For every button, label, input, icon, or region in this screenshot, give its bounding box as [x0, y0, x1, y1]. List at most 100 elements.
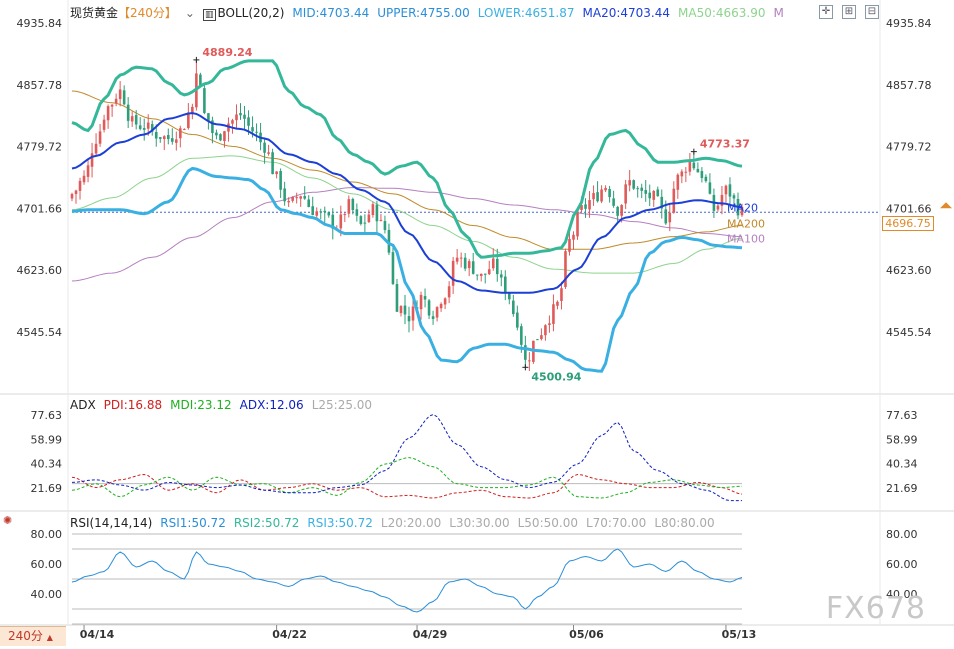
candle	[122, 85, 126, 106]
candle	[179, 125, 182, 148]
rsi-rsi2: RSI2:50.72	[233, 516, 300, 530]
candle	[455, 249, 459, 265]
candle	[134, 110, 138, 130]
candle	[680, 169, 684, 184]
period-label[interactable]: 【240分】	[118, 6, 177, 20]
candle	[94, 133, 98, 156]
zoom-in-icon[interactable]: ⊞	[842, 5, 856, 19]
rsi-l50: L50:50.00	[517, 516, 578, 530]
rsi-rsi3: RSI3:50.72	[307, 516, 373, 530]
rsi-y-tick-label: 60.00	[886, 558, 918, 571]
candle	[307, 195, 311, 208]
low-price-label: 4500.94	[531, 370, 581, 383]
candle	[676, 173, 680, 199]
candle	[524, 335, 527, 368]
candle	[532, 340, 535, 364]
price-y-tick-label: 4623.60	[886, 264, 932, 277]
price-y-tick-label: 4857.78	[17, 79, 63, 92]
candle	[231, 118, 234, 134]
candle	[419, 291, 423, 320]
adx-pdi-line	[71, 473, 743, 499]
candle	[644, 179, 648, 202]
candle	[560, 281, 563, 310]
adx-pdi: PDI:16.88	[103, 398, 163, 412]
candle	[636, 186, 639, 198]
candle	[175, 131, 178, 151]
candle	[528, 352, 531, 371]
x-tick-label: 04/22	[272, 628, 307, 641]
candle	[427, 298, 431, 320]
rsi-header: RSI(14,14,14) RSI1:50.72 RSI2:50.72 RSI3:50…	[70, 516, 723, 530]
candle	[102, 114, 106, 133]
adx-l25: L25:25.00	[311, 398, 373, 412]
candle	[648, 184, 652, 207]
candle	[604, 185, 607, 193]
rsi-l80: L80:80.00	[654, 516, 715, 530]
candle	[568, 230, 571, 256]
candle	[98, 123, 102, 147]
boll-mid-ma20-line	[71, 112, 743, 294]
candle	[303, 186, 306, 200]
candle	[487, 260, 491, 276]
candle	[118, 81, 122, 107]
candle	[126, 97, 130, 129]
candle	[447, 281, 451, 304]
candle	[552, 294, 555, 332]
candle	[347, 195, 351, 218]
zoom-out-icon[interactable]: ⊟	[865, 5, 879, 19]
candle	[195, 59, 198, 111]
candle	[187, 103, 190, 130]
candle	[391, 246, 395, 286]
candle	[311, 196, 315, 216]
candle	[720, 186, 724, 215]
candle	[728, 177, 732, 208]
candle	[183, 128, 186, 131]
ma20-value: MA20:4703.44	[582, 6, 671, 20]
candle	[576, 208, 579, 240]
candle	[548, 315, 551, 333]
candle	[439, 302, 443, 312]
chevron-down-icon[interactable]: ⌄	[184, 6, 195, 20]
candle	[271, 148, 274, 175]
period-tab[interactable]: 240分 ▲	[0, 626, 66, 646]
settings-gear-icon[interactable]: ✺	[3, 514, 13, 527]
triangle-up-icon: ▲	[46, 633, 53, 642]
candle	[672, 181, 676, 214]
rsi-l30: L30:30.00	[449, 516, 510, 530]
candle	[158, 137, 162, 143]
adx-adx: ADX:12.06	[239, 398, 304, 412]
rsi-y-tick-label: 80.00	[31, 528, 63, 541]
adx-y-tick-label: 40.34	[31, 458, 63, 471]
more-indicators[interactable]: M	[773, 6, 784, 20]
candle	[696, 162, 700, 173]
candle	[536, 339, 539, 341]
adx-y-tick-label: 21.69	[31, 482, 63, 495]
rsi-y-tick-label: 80.00	[886, 528, 918, 541]
adx-y-tick-label: 40.34	[886, 458, 918, 471]
adx-y-tick-label: 77.63	[31, 409, 63, 422]
candle	[724, 184, 728, 203]
candle	[130, 111, 134, 127]
candle	[86, 159, 90, 183]
adx-y-tick-label: 58.99	[886, 433, 918, 446]
candle	[387, 223, 391, 256]
crosshair-icon[interactable]: ✛	[819, 5, 833, 19]
rsi-rsi1: RSI1:50.72	[160, 516, 226, 530]
candle	[407, 306, 411, 333]
candle	[82, 170, 86, 185]
candle	[740, 203, 744, 217]
boll-icon[interactable]: ▥	[202, 9, 216, 21]
ma200-line	[71, 90, 743, 250]
watermark-logo: FX678	[825, 591, 926, 626]
price-y-tick-label: 4935.84	[886, 17, 932, 30]
candle	[443, 297, 447, 310]
candle	[235, 104, 238, 128]
candle	[203, 83, 206, 115]
candle	[503, 270, 507, 301]
candle	[668, 203, 672, 232]
candle	[608, 185, 611, 203]
candle	[191, 103, 194, 120]
candle	[331, 208, 335, 240]
candle	[572, 231, 575, 250]
